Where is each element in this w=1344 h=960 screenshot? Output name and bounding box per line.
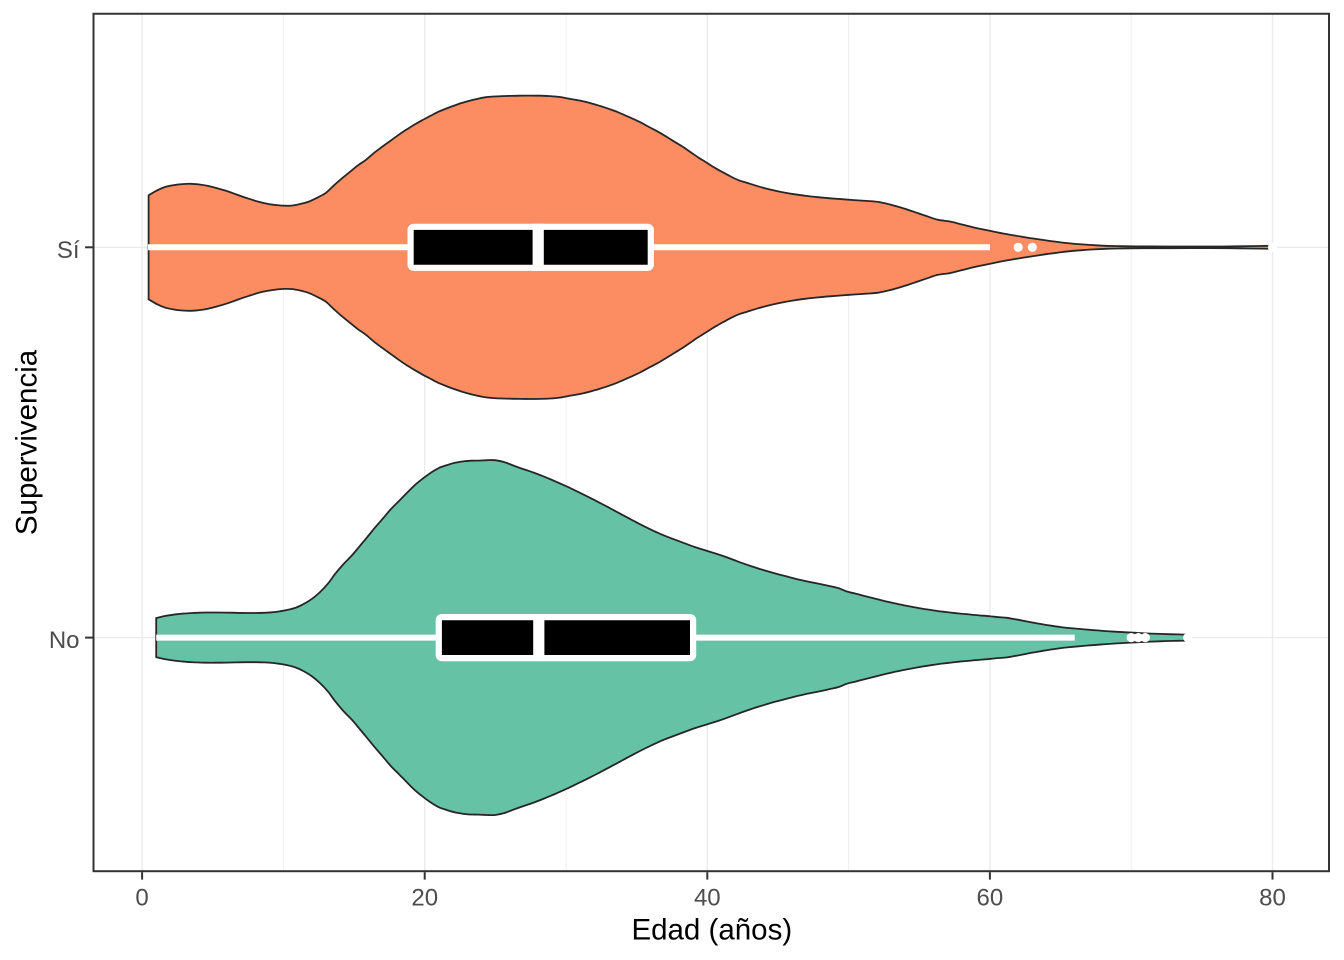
svg-text:60: 60 [977,885,1004,912]
svg-text:20: 20 [411,885,438,912]
svg-text:80: 80 [1259,885,1286,912]
svg-text:0: 0 [135,885,148,912]
svg-text:No: No [49,627,80,654]
svg-text:Sí: Sí [57,237,80,264]
svg-text:40: 40 [694,885,721,912]
svg-text:Supervivencia: Supervivencia [11,349,44,535]
svg-text:Edad (años): Edad (años) [631,913,792,946]
